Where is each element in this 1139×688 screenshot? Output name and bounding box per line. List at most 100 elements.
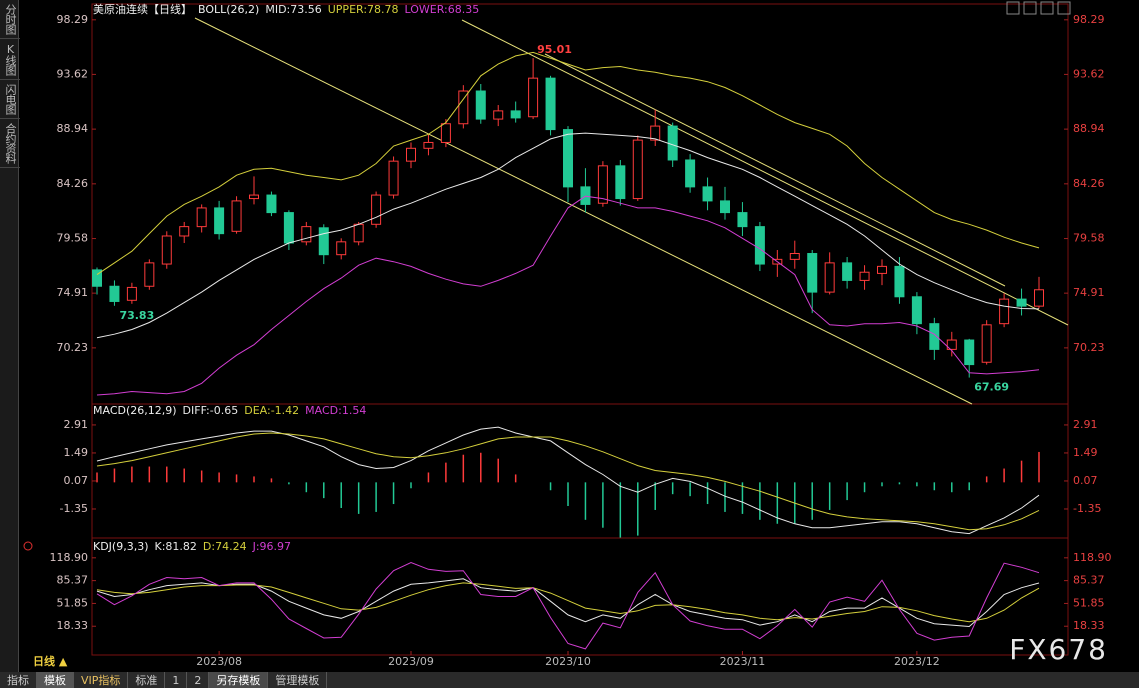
- annotation: 67.69: [974, 381, 1009, 394]
- candle-body: [597, 165, 608, 204]
- legend-entry: 美原油连续【日线】: [93, 2, 192, 16]
- indicator-line: [96, 578, 1040, 628]
- trend-line: [544, 53, 1006, 287]
- y-tick-label-right: 93.62: [1073, 67, 1105, 80]
- y-tick-label-right: 88.94: [1073, 122, 1105, 135]
- indicator-line: [96, 432, 1040, 531]
- plot-frame: [91, 3, 1069, 656]
- y-tick-label: -1.35: [60, 502, 88, 515]
- indicator-line: [96, 426, 1040, 535]
- y-tick-label-right: 1.49: [1073, 446, 1098, 459]
- y-tick-label: 51.85: [57, 596, 89, 609]
- y-tick-label-right: 74.91: [1073, 286, 1105, 299]
- toolbar-tab[interactable]: 另存模板: [209, 672, 269, 688]
- candle-body: [214, 207, 225, 235]
- legend-entry: DEA:-1.42: [244, 404, 299, 417]
- legend-entry: BOLL(26,2): [198, 3, 259, 16]
- window-buttons[interactable]: [1006, 1, 1071, 15]
- candle-body: [179, 226, 190, 237]
- side-tab[interactable]: K线图: [0, 39, 20, 80]
- y-tick-label-right: 0.07: [1073, 474, 1098, 487]
- y-tick-label-right: 51.85: [1073, 596, 1105, 609]
- y-tick-label: 74.91: [57, 286, 89, 299]
- y-tick-label-right: -1.35: [1073, 502, 1101, 515]
- candle-body: [196, 207, 207, 228]
- y-tick-label: 70.23: [57, 341, 89, 354]
- candle-body: [249, 194, 259, 200]
- button[interactable]: [1057, 1, 1071, 15]
- y-tick-label-right: 85.37: [1073, 574, 1105, 587]
- kdj-icon: [23, 541, 33, 551]
- candle-body: [807, 253, 818, 293]
- candle-body: [440, 123, 451, 143]
- candle-body: [615, 165, 626, 200]
- candle-body: [632, 139, 643, 200]
- toolbar-tab[interactable]: 2: [187, 672, 210, 688]
- candle-body: [283, 212, 294, 244]
- indicator-line: [96, 582, 1040, 623]
- side-tab[interactable]: 闪电图: [0, 80, 20, 119]
- trend-line: [461, 19, 1069, 326]
- legend-entry: K:81.82: [155, 540, 197, 553]
- y-tick-label-right: 70.23: [1073, 341, 1105, 354]
- y-tick-label: 85.37: [57, 574, 89, 587]
- candle-body: [528, 77, 539, 118]
- candle-body: [161, 235, 172, 265]
- button[interactable]: [1006, 1, 1020, 15]
- legend-entry: KDJ(9,3,3): [93, 540, 149, 553]
- y-tick-label-right: 84.26: [1073, 177, 1105, 190]
- candle-body: [1034, 289, 1044, 307]
- toolbar-tab[interactable]: 管理模板: [268, 672, 328, 688]
- toolbar-tab[interactable]: 模板: [37, 672, 74, 688]
- y-tick-label: 1.49: [64, 446, 89, 459]
- indicator-line: [96, 132, 1040, 339]
- button[interactable]: [1040, 1, 1054, 15]
- indicator-line: [96, 561, 1040, 650]
- candle-body: [999, 298, 1010, 325]
- chart: 日线 ▲ FX678 98.29 98.29 93.62 93.62 88.94 88.9…: [23, 1, 1112, 668]
- toolbar-tab[interactable]: 1: [165, 672, 188, 688]
- candle-body: [371, 194, 382, 225]
- candle-body: [318, 227, 329, 256]
- candle-body: [353, 223, 364, 243]
- y-tick-label-right: 18.33: [1073, 619, 1105, 632]
- candle-body: [667, 125, 678, 161]
- x-tick-label: 2023/11: [720, 655, 766, 668]
- candle-body: [859, 271, 870, 281]
- y-tick-label: 118.90: [50, 551, 89, 564]
- legend-entry: UPPER:78.78: [328, 3, 399, 16]
- side-tab[interactable]: 分时图: [0, 0, 20, 39]
- candle-body: [126, 286, 137, 301]
- sidebar: 分时图 K线图 闪电图 合约资料: [0, 0, 20, 672]
- legend-entry: MID:73.56: [265, 3, 321, 16]
- candle-body: [580, 186, 591, 205]
- candle-body: [406, 147, 416, 162]
- y-tick-label: 88.94: [57, 122, 89, 135]
- y-tick-label: 84.26: [57, 177, 89, 190]
- candle-body: [650, 125, 661, 141]
- candle-body: [510, 110, 521, 119]
- candle-body: [458, 90, 469, 125]
- legend-entry: J:96.97: [252, 540, 291, 553]
- indicator-line: [96, 195, 1040, 396]
- y-tick-label-right: 79.58: [1073, 232, 1105, 245]
- button[interactable]: [1023, 1, 1037, 15]
- toolbar-tab[interactable]: VIP指标: [74, 672, 129, 688]
- side-tab[interactable]: 合约资料: [0, 119, 20, 168]
- x-tick-label: 2023/08: [196, 655, 242, 668]
- y-tick-label: 98.29: [57, 13, 89, 26]
- candle-body: [423, 141, 434, 149]
- x-tick-label: 2023/12: [894, 655, 940, 668]
- y-tick-label: 0.07: [64, 474, 89, 487]
- legend-entry: DIFF:-0.65: [183, 404, 239, 417]
- toolbar-tab[interactable]: 指标: [0, 672, 37, 688]
- candle-body: [720, 200, 730, 214]
- candle-body: [737, 212, 748, 228]
- toolbar-tab[interactable]: 标准: [128, 672, 166, 688]
- period-label[interactable]: 日线 ▲: [33, 654, 68, 668]
- annotation: 73.83: [119, 309, 154, 322]
- y-tick-label-right: 98.29: [1073, 13, 1105, 26]
- candle-body: [894, 265, 905, 298]
- x-tick-label: 2023/10: [545, 655, 591, 668]
